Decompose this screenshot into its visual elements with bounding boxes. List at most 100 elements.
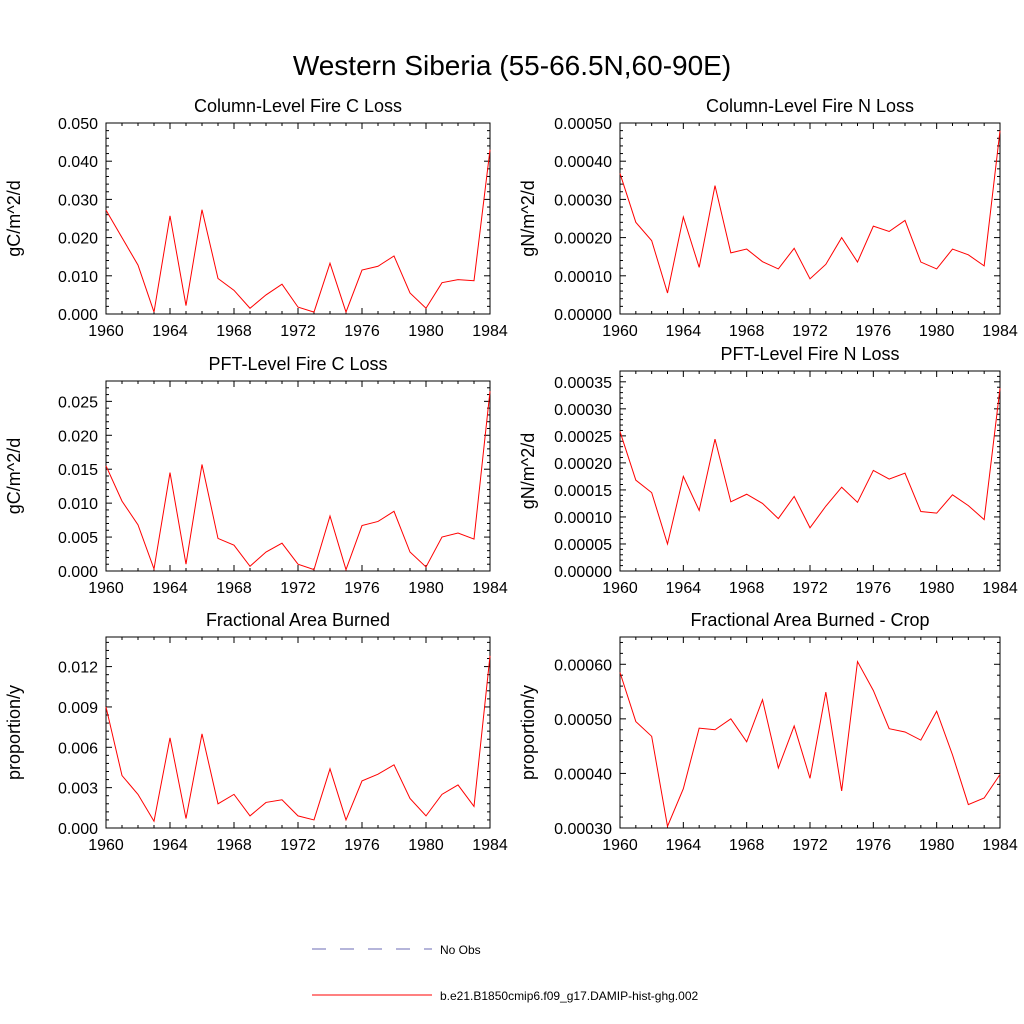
y-tick-label: 0.015 [58,462,98,479]
legend-model-label: b.e21.B1850cmip6.f09_g17.DAMIP-hist-ghg.… [440,989,698,1003]
y-tick-label: 0.00030 [554,192,612,209]
plot-frame [619,122,1001,315]
panel-title: Column-Level Fire N Loss [706,96,914,116]
x-tick-label: 1980 [919,323,955,340]
x-tick-label: 1980 [408,323,444,340]
series-line [619,659,1001,829]
panel-title: Fractional Area Burned - Crop [690,610,929,630]
x-tick-label: 1984 [472,323,508,340]
x-tick-label: 1980 [919,580,955,597]
series-line [105,655,491,823]
y-tick-label: 0.00060 [554,657,612,674]
y-tick-label: 0.00040 [554,154,612,171]
y-tick-label: 0.030 [58,192,98,209]
series-line [619,388,1001,546]
panel-2: Column-Level Fire N Loss gN/m^2/d 1960 1964… [518,96,1018,340]
plot-frame [105,380,491,572]
series-line [105,391,491,572]
y-tick-label: 0.010 [58,496,98,513]
panels: Column-Level Fire C Loss gC/m^2/d 1960 1964… [4,96,1018,854]
x-tick-label: 1976 [856,323,892,340]
x-tick-label: 1968 [216,323,252,340]
y-axis-label: proportion/y [4,685,24,780]
x-tick-label: 1976 [344,323,380,340]
panel-title: PFT-Level Fire N Loss [720,344,899,364]
y-tick-label: 0.00050 [554,712,612,729]
x-tick-label: 1960 [602,323,638,340]
x-tick-label: 1976 [344,837,380,854]
y-axis-label: gN/m^2/d [518,433,538,509]
x-tick-label: 1960 [88,837,124,854]
y-tick-label: 0.005 [58,530,98,547]
y-tick-label: 0.050 [58,116,98,133]
y-axis-label: proportion/y [518,685,538,780]
y-tick-label: 0.025 [58,394,98,411]
x-tick-label: 1976 [344,580,380,597]
x-tick-label: 1964 [152,580,188,597]
x-tick-label: 1968 [729,837,765,854]
x-tick-label: 1964 [666,837,702,854]
y-tick-label: 0.00000 [554,307,612,324]
x-tick-label: 1972 [280,323,316,340]
x-tick-label: 1968 [729,580,765,597]
x-tick-label: 1968 [729,323,765,340]
plot-frame [105,636,491,829]
y-tick-label: 0.00035 [554,375,612,392]
plot-frame [105,122,491,315]
series-line [619,130,1001,294]
x-tick-label: 1964 [666,580,702,597]
x-tick-label: 1960 [88,323,124,340]
x-tick-label: 1972 [792,837,828,854]
x-tick-label: 1984 [472,580,508,597]
y-tick-label: 0.00000 [554,564,612,581]
panel-4: PFT-Level Fire N Loss gN/m^2/d 1960 1964 196… [518,344,1018,597]
panel-3: PFT-Level Fire C Loss gC/m^2/d 1960 1964 196… [4,354,508,597]
x-tick-label: 1968 [216,837,252,854]
panel-1: Column-Level Fire C Loss gC/m^2/d 1960 1964… [4,96,508,340]
series-line [105,149,491,314]
x-tick-label: 1968 [216,580,252,597]
x-tick-label: 1980 [408,837,444,854]
x-tick-label: 1964 [152,323,188,340]
y-tick-label: 0.00025 [554,429,612,446]
x-tick-label: 1976 [856,837,892,854]
x-tick-label: 1960 [602,580,638,597]
y-tick-label: 0.00020 [554,456,612,473]
x-tick-label: 1980 [919,837,955,854]
y-tick-label: 0.00015 [554,483,612,500]
panel-6: Fractional Area Burned - Crop proportion/… [518,610,1018,854]
y-axis-label: gC/m^2/d [4,438,24,514]
panel-title: PFT-Level Fire C Loss [208,354,387,374]
x-tick-label: 1976 [856,580,892,597]
panel-title: Fractional Area Burned [206,610,390,630]
x-tick-label: 1964 [152,837,188,854]
y-tick-label: 0.00005 [554,537,612,554]
y-tick-label: 0.000 [58,307,98,324]
y-tick-label: 0.00050 [554,116,612,133]
x-tick-label: 1964 [666,323,702,340]
x-tick-label: 1984 [982,323,1018,340]
x-tick-label: 1972 [792,323,828,340]
y-tick-label: 0.00030 [554,821,612,838]
x-tick-label: 1984 [472,837,508,854]
y-axis-label: gC/m^2/d [4,180,24,256]
legend-obs-label: No Obs [440,943,481,957]
y-tick-label: 0.000 [58,564,98,581]
x-tick-label: 1984 [982,580,1018,597]
x-tick-label: 1960 [88,580,124,597]
y-tick-label: 0.00020 [554,231,612,248]
x-tick-label: 1960 [602,837,638,854]
plot-frame [619,636,1001,829]
y-tick-label: 0.00010 [554,510,612,527]
plot-frame [619,370,1001,572]
x-tick-label: 1972 [280,580,316,597]
y-tick-label: 0.003 [58,781,98,798]
y-tick-label: 0.020 [58,428,98,445]
y-tick-label: 0.020 [58,231,98,248]
panel-5: Fractional Area Burned proportion/y 1960 19… [4,610,508,854]
figure-title: Western Siberia (55-66.5N,60-90E) [293,50,731,81]
y-tick-label: 0.006 [58,740,98,757]
y-tick-label: 0.00040 [554,766,612,783]
x-tick-label: 1980 [408,580,444,597]
